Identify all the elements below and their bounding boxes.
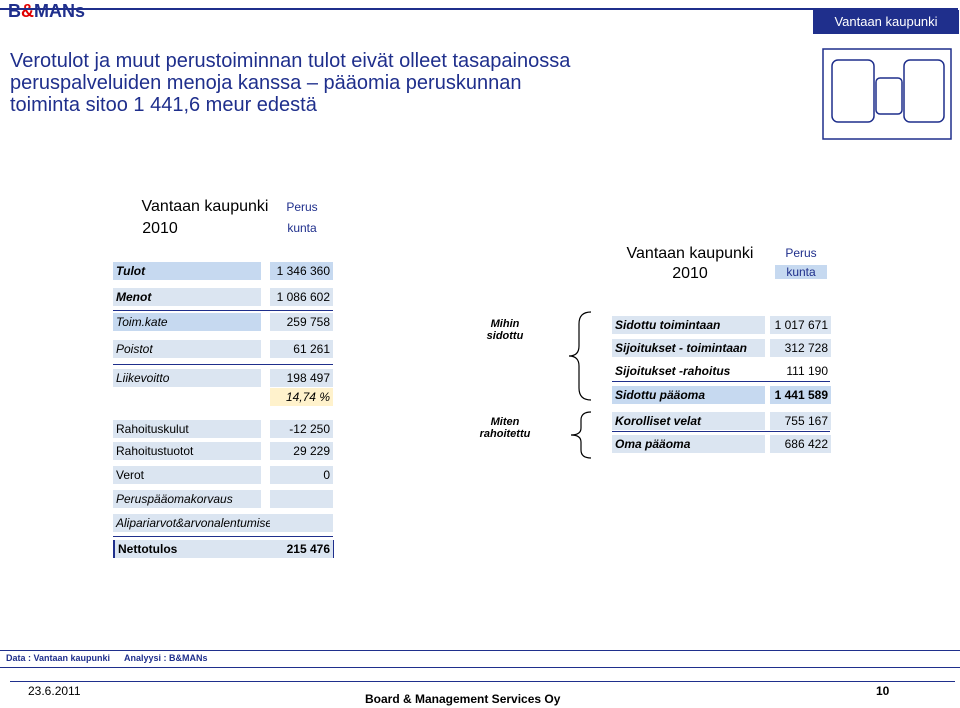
row-label-verot: Verot	[113, 466, 261, 484]
group-label-miten-rahoitettu: Miten rahoitettu	[479, 416, 531, 440]
footer-data-source: Data : Vantaan kaupunki	[6, 653, 111, 663]
row-label-alipariarvot: Alipariarvot&arvonalentumiset	[113, 514, 275, 532]
row-label-menot: Menot	[113, 288, 261, 306]
row-value-sijoitukset-toimintaan: 312 728	[770, 339, 831, 357]
row-label-nettotulos: Nettotulos	[113, 540, 273, 558]
title-line-2: peruspalveluiden menoja kanssa – pääomia…	[10, 72, 522, 94]
brand-logo-text: B&MANs	[8, 1, 86, 21]
divider	[113, 310, 333, 311]
title-line-3: toiminta sitoo 1 441,6 meur edestä	[10, 94, 317, 116]
page-number: 10	[876, 684, 890, 698]
footer-company: Board & Management Services Oy	[365, 692, 561, 706]
building-logo-icon	[822, 48, 952, 140]
row-label-peruspaaomakorvaus: Peruspääomakorvaus	[113, 490, 261, 508]
row-label-poistot: Poistot	[113, 340, 261, 358]
row-value-sidottu-toimintaan: 1 017 671	[770, 316, 831, 334]
row-label-tulot: Tulot	[113, 262, 261, 280]
left-head-col2: kunta	[287, 221, 317, 235]
row-label-sidottu-paaoma: Sidottu pääoma	[612, 386, 765, 404]
row-label-sijoitukset-toimintaan: Sijoitukset - toimintaan	[612, 339, 765, 357]
row-value-alipariarvot	[270, 514, 333, 532]
divider	[612, 431, 830, 432]
row-value-sijoitukset-rahoitus: 111 190	[786, 364, 828, 378]
right-head-col2: kunta	[775, 265, 827, 279]
page-title: Verotulot ja muut perustoiminnan tulot e…	[10, 50, 710, 116]
row-value-toimkate: 259 758	[270, 313, 333, 331]
header-entity: Vantaan kaupunki	[813, 10, 959, 34]
right-head-entity: Vantaan kaupunki	[626, 245, 754, 262]
footer-analysis: Analyysi : B&MANs	[124, 653, 208, 663]
row-value-oma-paaoma: 686 422	[770, 435, 831, 453]
row-label-rahoituskulut: Rahoituskulut	[113, 420, 261, 438]
row-label-sijoitukset-rahoitus: Sijoitukset -rahoitus	[615, 364, 731, 378]
header-band	[0, 8, 958, 10]
footer-date: 23.6.2011	[28, 684, 81, 698]
left-head-entity: Vantaan kaupunki	[141, 198, 269, 215]
divider	[113, 364, 333, 365]
row-value-tulot: 1 346 360	[270, 262, 333, 280]
row-label-rahoitustuotot: Rahoitustuotot	[113, 442, 261, 460]
divider	[612, 381, 830, 382]
row-value-verot: 0	[270, 466, 333, 484]
right-head-col1: Perus	[785, 246, 817, 260]
row-value-liikevoitto: 198 497	[270, 369, 333, 387]
title-line-1: Verotulot ja muut perustoiminnan tulot e…	[10, 50, 571, 72]
row-value-sidottu-paaoma: 1 441 589	[770, 386, 831, 404]
row-value-menot: 1 086 602	[270, 288, 333, 306]
row-label-toimkate: Toim.kate	[113, 313, 261, 331]
footer-bar	[0, 650, 960, 668]
row-value-rahoituskulut: -12 250	[270, 420, 333, 438]
row-value-rahoitustuotot: 29 229	[270, 442, 333, 460]
footer-line	[10, 681, 955, 682]
row-value-poistot: 61 261	[270, 340, 333, 358]
row-label-oma-paaoma: Oma pääoma	[612, 435, 765, 453]
row-label-korolliset-velat: Korolliset velat	[612, 412, 765, 430]
row-value-margin-percent: 14,74 %	[270, 388, 333, 406]
left-head-col1: Perus	[286, 200, 318, 214]
brace-icon	[570, 411, 592, 459]
row-label-liikevoitto: Liikevoitto	[113, 369, 261, 387]
brace-icon	[568, 311, 592, 401]
row-value-peruspaaomakorvaus	[270, 490, 333, 508]
row-value-nettotulos: 215 476	[270, 540, 334, 558]
left-head-year: 2010	[142, 220, 178, 237]
right-head-year: 2010	[672, 265, 708, 282]
row-label-sidottu-toimintaan: Sidottu toimintaan	[612, 316, 765, 334]
group-label-mihin-sidottu: Mihin sidottu	[486, 318, 524, 342]
divider	[113, 536, 333, 537]
row-value-korolliset-velat: 755 167	[770, 412, 831, 430]
